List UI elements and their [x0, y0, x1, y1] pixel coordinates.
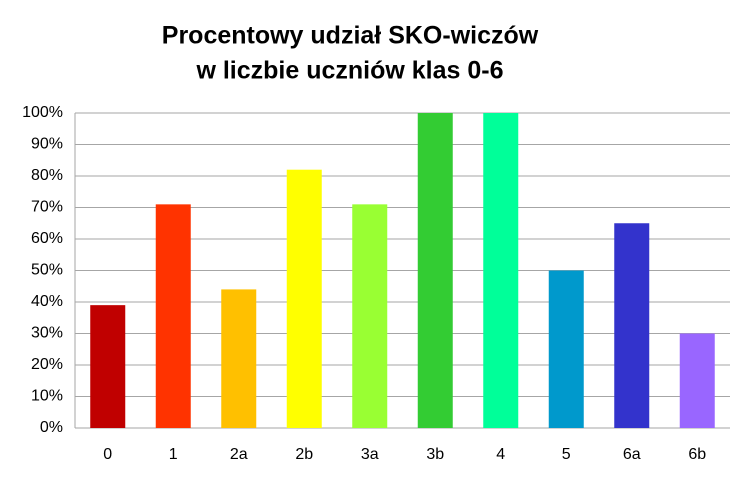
bar	[679, 333, 715, 428]
y-tick-label: 60%	[31, 230, 63, 247]
x-tick-label: 3b	[426, 446, 444, 463]
x-tick-label: 5	[562, 446, 571, 463]
bar	[155, 204, 191, 428]
bar	[614, 223, 650, 428]
y-tick-label: 100%	[22, 104, 63, 121]
bar	[548, 270, 584, 428]
y-tick-label: 50%	[31, 262, 63, 279]
x-tick-label: 2a	[230, 446, 248, 463]
x-tick-label: 1	[169, 446, 178, 463]
bar	[221, 289, 257, 428]
y-tick-label: 30%	[31, 325, 63, 342]
x-tick-label: 4	[496, 446, 505, 463]
bar	[90, 305, 126, 428]
x-tick-label: 6b	[688, 446, 706, 463]
y-tick-label: 80%	[31, 167, 63, 184]
y-tick-label: 90%	[31, 136, 63, 153]
y-tick-label: 70%	[31, 199, 63, 216]
x-tick-label: 6a	[623, 446, 641, 463]
y-tick-label: 20%	[31, 356, 63, 373]
bar	[417, 113, 453, 428]
bar	[352, 204, 388, 428]
bar	[483, 113, 519, 428]
x-tick-label: 0	[103, 446, 112, 463]
y-tick-label: 0%	[40, 419, 63, 436]
y-tick-label: 40%	[31, 293, 63, 310]
chart-title: Procentowy udział SKO-wiczów	[162, 22, 539, 50]
chart-title: w liczbie uczniów klas 0-6	[195, 57, 503, 85]
x-tick-label: 2b	[295, 446, 313, 463]
y-tick-label: 10%	[31, 388, 63, 405]
x-tick-label: 3a	[361, 446, 379, 463]
bar	[286, 169, 322, 428]
